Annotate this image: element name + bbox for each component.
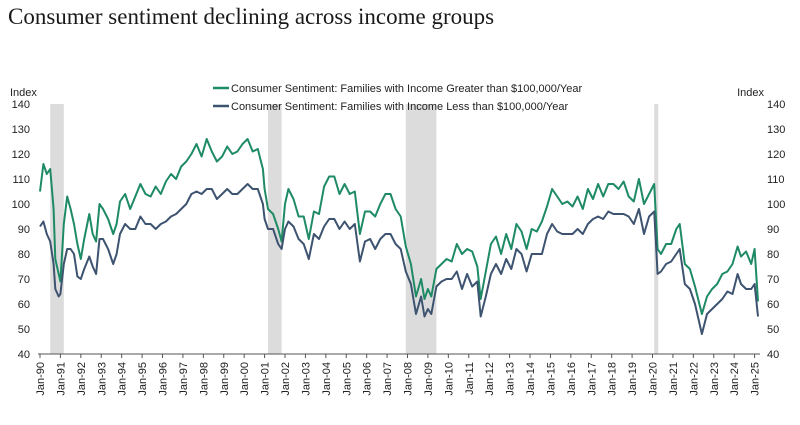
x-tick-label-30: Jan-20 (648, 362, 660, 396)
y-tick-right-0: 40 (767, 349, 779, 361)
series-lines (39, 138, 759, 335)
y-axis-label-right: Index (737, 87, 764, 99)
y-tick-left-5: 90 (18, 224, 30, 236)
y-tick-right-2: 60 (767, 299, 779, 311)
y-tick-right-3: 70 (767, 274, 779, 286)
y-tick-right-9: 130 (767, 124, 785, 136)
y-axis-label-left: Index (10, 87, 37, 99)
x-tick-label-28: Jan-18 (607, 362, 619, 396)
x-tick-label-25: Jan-15 (545, 362, 557, 396)
legend-label-1: Consumer Sentiment: Families with Income… (231, 101, 568, 113)
x-tick-label-11: Jan-01 (260, 362, 272, 396)
x-tick-label-27: Jan-17 (586, 362, 598, 396)
x-tick-label-4: Jan-94 (117, 362, 129, 396)
legend: Consumer Sentiment: Families with Income… (213, 83, 582, 113)
x-tick-label-22: Jan-12 (484, 362, 496, 396)
x-tick-label-15: Jan-05 (341, 362, 353, 396)
y-tick-left-10: 140 (12, 99, 30, 111)
y-tick-left-6: 100 (12, 199, 30, 211)
legend-label-0: Consumer Sentiment: Families with Income… (231, 83, 582, 95)
x-tick-label-8: Jan-98 (198, 362, 210, 396)
y-tick-left-8: 120 (12, 149, 30, 161)
x-tick-label-16: Jan-06 (362, 362, 374, 396)
chart-title: Consumer sentiment declining across inco… (8, 4, 495, 29)
recession-band-0 (50, 104, 64, 354)
y-tick-left-2: 60 (18, 299, 30, 311)
y-tick-left-9: 130 (12, 124, 30, 136)
x-tick-label-24: Jan-14 (525, 362, 537, 396)
y-tick-left-1: 50 (18, 324, 30, 336)
y-tick-left-3: 70 (18, 274, 30, 286)
x-tick-label-9: Jan-99 (219, 362, 231, 396)
x-tick-label-10: Jan-00 (239, 362, 251, 396)
x-tick-label-29: Jan-19 (627, 362, 639, 396)
x-tick-label-7: Jan-97 (178, 362, 190, 396)
recession-shading (50, 104, 659, 354)
x-tick-label-33: Jan-23 (709, 362, 721, 396)
y-tick-left-4: 80 (18, 249, 30, 261)
x-tick-label-3: Jan-93 (96, 362, 108, 396)
y-tick-right-5: 90 (767, 224, 779, 236)
x-tick-label-20: Jan-10 (443, 362, 455, 396)
x-tick-label-1: Jan-91 (55, 362, 67, 396)
x-tick-label-2: Jan-92 (76, 362, 88, 396)
x-tick-label-14: Jan-04 (321, 362, 333, 396)
y-tick-right-1: 50 (767, 324, 779, 336)
x-tick-label-26: Jan-16 (566, 362, 578, 396)
recession-band-2 (405, 104, 437, 354)
x-tick-label-17: Jan-07 (382, 362, 394, 396)
x-tick-label-31: Jan-21 (668, 362, 680, 396)
y-tick-left-0: 40 (18, 349, 30, 361)
x-tick-label-23: Jan-13 (505, 362, 517, 396)
x-tick-label-13: Jan-03 (300, 362, 312, 396)
x-tick-label-5: Jan-95 (137, 362, 149, 396)
x-tick-label-35: Jan-25 (750, 362, 762, 396)
x-tick-label-32: Jan-22 (688, 362, 700, 396)
y-tick-left-7: 110 (12, 174, 30, 186)
x-tick-label-0: Jan-90 (35, 362, 47, 396)
y-tick-right-6: 100 (767, 199, 785, 211)
y-tick-right-7: 110 (767, 174, 785, 186)
x-tick-label-6: Jan-96 (158, 362, 170, 396)
x-tick-label-12: Jan-02 (280, 362, 292, 396)
x-tick-label-21: Jan-11 (464, 362, 476, 395)
axes: 40 40 50 50 60 60 70 70 80 80 90 90 100 100 110 110 120 1… (10, 87, 785, 396)
x-tick-label-34: Jan-24 (729, 362, 741, 396)
y-tick-right-8: 120 (767, 149, 785, 161)
x-tick-label-18: Jan-08 (403, 362, 415, 396)
recession-band-1 (267, 104, 282, 354)
series-line-0 (39, 138, 759, 315)
series-line-1 (39, 183, 759, 335)
y-tick-right-4: 80 (767, 249, 779, 261)
y-tick-right-10: 140 (767, 99, 785, 111)
x-tick-label-19: Jan-09 (423, 362, 435, 396)
